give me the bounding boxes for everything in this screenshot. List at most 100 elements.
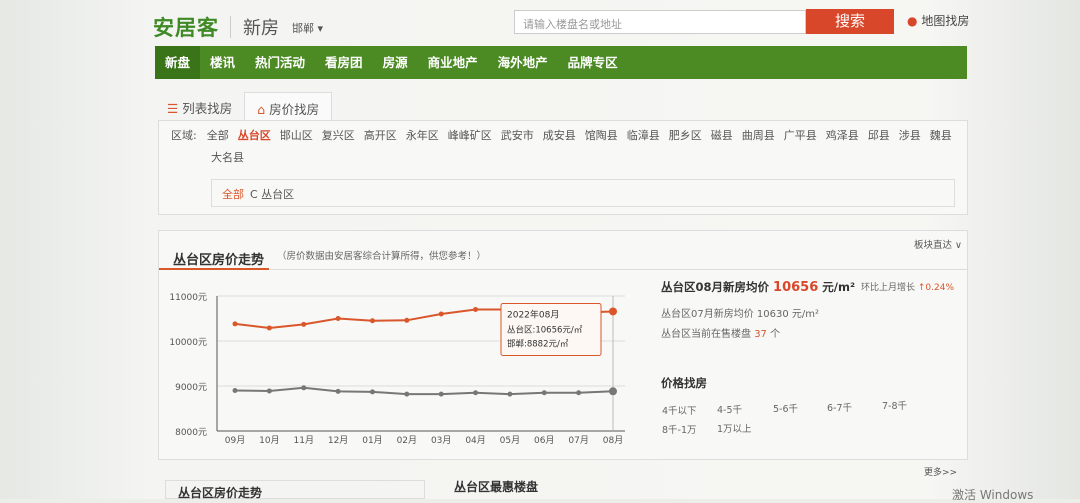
area-option[interactable]: 馆陶县 (584, 129, 618, 142)
tab-list-search[interactable]: ☰ 列表找房 (155, 92, 244, 120)
nav-item[interactable]: 品牌专区 (567, 55, 618, 70)
x-tick-label: 07月 (568, 435, 588, 446)
nav-item[interactable]: 商业地产 (427, 55, 478, 70)
area-option[interactable]: 鸡泽县 (825, 129, 859, 142)
area-option[interactable]: 成安县 (542, 129, 576, 142)
block-direct-dropdown[interactable]: 板块直达 ∨ (914, 240, 962, 251)
data-point (232, 388, 238, 393)
tooltip-title: 2022年08月 (507, 308, 559, 320)
area-option[interactable]: 临漳县 (626, 129, 660, 142)
city-selector[interactable]: 邯郸 ▾ (292, 22, 324, 35)
x-tick-label: 10月 (259, 435, 279, 446)
area-option[interactable]: 永年区 (405, 129, 439, 142)
prev-price-label: 丛台区07月新房均价 (661, 309, 754, 320)
price-find-title: 价格找房 (661, 376, 707, 390)
data-point (404, 317, 410, 323)
area-option[interactable]: 魏县 (929, 129, 952, 142)
x-tick-label: 12月 (328, 435, 348, 446)
bottom-trend-title: 丛台区房价走势 (165, 480, 425, 500)
os-watermark: 激活 Windows (952, 488, 1034, 502)
location-pin-icon: ● (907, 14, 918, 28)
breadcrumb-current: C 丛台区 (250, 188, 295, 201)
data-point (301, 385, 307, 391)
growth-label: 环比上月增长 (861, 283, 916, 293)
price-range-link[interactable]: 4千以下 (662, 406, 697, 417)
tooltip (500, 302, 602, 356)
area-option[interactable]: 肥乡区 (668, 129, 702, 142)
x-tick-label: 01月 (362, 435, 382, 446)
data-point (507, 391, 513, 397)
data-point (369, 389, 375, 395)
area-option[interactable]: 丛台区 (237, 129, 271, 142)
x-tick-label: 11月 (294, 435, 314, 446)
tab-label: 列表找房 (182, 101, 233, 116)
x-tick-label: 09月 (225, 435, 245, 446)
trend-note: （房价数据由安居客综合计算所得，供您参考！） (277, 251, 487, 262)
data-point (609, 307, 617, 316)
series-line-1 (234, 386, 614, 396)
nav-item[interactable]: 海外地产 (497, 55, 548, 70)
selected-breadcrumb: 全部 C 丛台区 (211, 179, 955, 207)
map-search-link[interactable]: ● 地图找房 (907, 12, 969, 29)
price-range-link[interactable]: 6-7千 (827, 403, 853, 414)
x-tick-label: 03月 (431, 435, 451, 446)
y-tick-label: 10000元 (169, 338, 207, 348)
search-button[interactable]: 搜索 (806, 9, 894, 34)
nav-item[interactable]: 热门活动 (255, 55, 306, 70)
breadcrumb-all[interactable]: 全部 (222, 188, 244, 201)
logo[interactable]: 安居客 (153, 16, 219, 40)
more-link[interactable]: 更多>> (924, 468, 958, 478)
growth-value: ↑0.24% (917, 283, 955, 293)
area-filter: 区域: 全部 丛台区 邯山区 复兴区 高开区 永年区 峰峰矿区 武安市 成安县 馆陶县 临漳县 肥乡区磁… (158, 120, 968, 215)
onsale-label: 丛台区当前在售楼盘 (661, 329, 751, 340)
area-option[interactable]: 复兴区 (321, 129, 355, 142)
price-trend-panel: 丛台区房价走势 （房价数据由安居客综合计算所得，供您参考！） 板块直达 ∨ 11… (158, 230, 968, 460)
area-option[interactable]: 高开区 (363, 129, 397, 142)
x-tick-label: 05月 (500, 435, 520, 446)
data-point (232, 321, 238, 327)
area-option[interactable]: 磁县 (710, 129, 733, 142)
nav-item[interactable]: 楼讯 (210, 55, 236, 70)
area-option[interactable]: 峰峰矿区 (447, 129, 492, 142)
avg-price-value: 10656 (773, 280, 819, 295)
tab-price-search[interactable]: ⌂ 房价找房 (244, 92, 333, 120)
data-point (335, 388, 341, 394)
y-tick-label: 9000元 (175, 383, 207, 393)
nav-item[interactable]: 看房团 (325, 55, 363, 70)
area-option[interactable]: 广平县 (783, 129, 817, 142)
price-range-link[interactable]: 5-6千 (773, 404, 799, 415)
nav-item[interactable]: 房源 (382, 55, 408, 70)
price-line-chart[interactable]: 11000元 10000元 9000元 8000元 09月 10月 11月 12月 01月 02月… (159, 271, 649, 451)
search-input[interactable]: 请输入楼盘名或地址 (514, 10, 806, 34)
title-underline (159, 268, 269, 270)
section-title: 新房 (243, 18, 279, 39)
prev-price-value: 10630 (756, 309, 789, 320)
price-range-link[interactable]: 7-8千 (882, 401, 908, 412)
data-point (473, 390, 479, 396)
area-option[interactable]: 涉县 (898, 129, 921, 142)
onsale-unit: 个 (770, 329, 781, 340)
y-tick-label: 8000元 (175, 428, 207, 438)
price-range-link[interactable]: 8千-1万 (662, 425, 697, 436)
x-tick-label: 04月 (465, 435, 485, 446)
x-tick-label: 06月 (534, 435, 554, 446)
area-option[interactable]: 邱县 (867, 129, 890, 142)
area-option[interactable]: 曲周县 (741, 129, 775, 142)
nav-item[interactable]: 新盘 (155, 46, 201, 79)
price-range-link[interactable]: 4-5千 (717, 405, 743, 416)
area-option[interactable]: 武安市 (500, 129, 534, 142)
area-option[interactable]: 邯山区 (279, 129, 313, 142)
map-link-label: 地图找房 (921, 14, 970, 28)
tooltip-line: 邯郸:8882元/㎡ (507, 338, 569, 349)
tooltip-line: 丛台区:10656元/㎡ (507, 324, 583, 335)
data-point (335, 316, 341, 321)
price-range-link[interactable]: 1万以上 (717, 424, 752, 435)
data-point (438, 391, 444, 397)
bottom-deals-title: 丛台区最惠楼盘 (454, 480, 539, 494)
x-tick-label: 02月 (397, 435, 417, 446)
filter-label: 区域: (171, 129, 197, 142)
area-option[interactable]: 全部 (206, 129, 229, 142)
area-option[interactable]: 大名县 (211, 151, 244, 164)
tab-label: 房价找房 (269, 102, 320, 117)
